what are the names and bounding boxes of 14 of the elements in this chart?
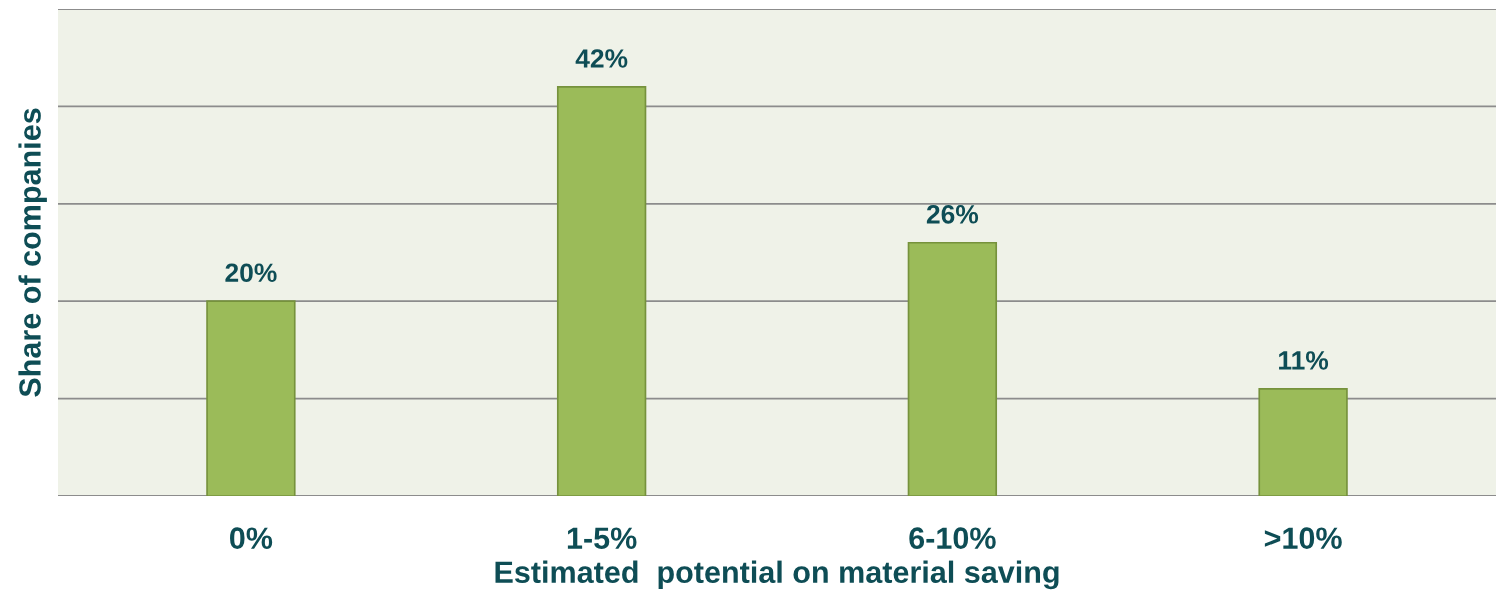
x-axis-title: Estimated potential on material saving <box>495 560 1059 590</box>
bar <box>1258 388 1348 496</box>
data-label: 20% <box>225 263 277 283</box>
data-label: 11% <box>1279 351 1329 370</box>
x-tick-label: 6-10% <box>909 527 996 549</box>
data-label: 26% <box>926 204 979 224</box>
x-tick-label: >10% <box>1264 527 1342 549</box>
bar <box>907 241 998 496</box>
y-axis-title: Share of companies <box>18 108 47 397</box>
bar <box>556 86 647 496</box>
x-tick-label: 0% <box>230 527 273 549</box>
data-label: 42% <box>575 49 628 68</box>
bar <box>206 300 296 496</box>
x-tick-label: 1-5% <box>567 527 637 549</box>
